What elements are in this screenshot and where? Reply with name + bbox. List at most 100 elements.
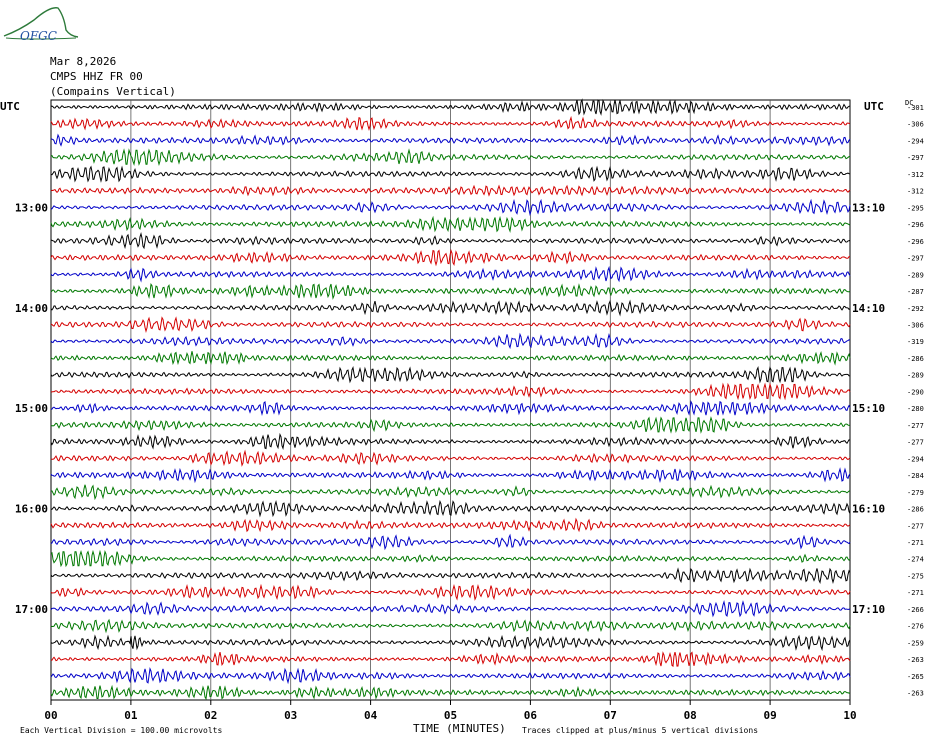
- trace-line: [50, 432, 851, 450]
- dc-offset-label: -296: [907, 238, 924, 246]
- seismic-traces: [50, 98, 851, 701]
- trace-line: [50, 583, 851, 601]
- logo-text: OFGC: [20, 29, 57, 43]
- x-tick-label: 03: [284, 709, 297, 722]
- trace-line: [50, 517, 851, 533]
- hour-label-left: 13:00: [15, 201, 48, 214]
- trace-line: [50, 165, 851, 183]
- hour-label-right: 17:10: [852, 603, 885, 616]
- trace-line: [50, 198, 851, 217]
- dc-offset-label: -259: [907, 639, 924, 647]
- dc-offset-label: -289: [907, 271, 924, 279]
- x-tick-label: 08: [684, 709, 697, 722]
- trace-line: [50, 248, 851, 267]
- footer-vertical-division: Each Vertical Division = 100.00 microvol…: [20, 726, 222, 735]
- dc-offset-label: -289: [907, 372, 924, 380]
- dc-offset-label: -265: [907, 673, 924, 681]
- trace-line: [50, 567, 851, 585]
- dc-offset-label: -279: [907, 489, 924, 497]
- trace-line: [50, 133, 851, 147]
- dc-label: DC: [905, 99, 913, 107]
- trace-line: [50, 184, 851, 197]
- x-tick-label: 00: [44, 709, 57, 722]
- trace-line: [50, 98, 851, 116]
- trace-line: [50, 215, 851, 234]
- dc-offset-label: -277: [907, 422, 924, 430]
- trace-line: [50, 499, 851, 518]
- trace-line: [50, 549, 851, 568]
- logo-swoosh-icon: [3, 7, 79, 38]
- trace-line: [50, 449, 851, 467]
- dc-offset-label: -276: [907, 623, 924, 631]
- trace-line: [50, 634, 851, 652]
- dc-offset-label: -275: [907, 572, 924, 580]
- dc-offset-label: -301: [907, 104, 924, 112]
- header-station: CMPS HHZ FR 00: [50, 70, 143, 83]
- x-tick-label: 09: [763, 709, 776, 722]
- dc-offset-label: -294: [907, 455, 924, 463]
- dc-offset-label: -271: [907, 539, 924, 547]
- hour-label-left: 15:00: [15, 402, 48, 415]
- header-date: Mar 8,2026: [50, 55, 117, 68]
- hour-label-right: 16:10: [852, 503, 885, 516]
- dc-offset-label: -263: [907, 656, 924, 664]
- trace-line: [50, 283, 851, 300]
- x-tick-label: 05: [444, 709, 457, 722]
- trace-line: [50, 618, 851, 634]
- dc-offset-label: -306: [907, 121, 924, 129]
- hour-label-left: 14:00: [15, 302, 48, 315]
- hour-label-right: 14:10: [852, 302, 885, 315]
- dc-offset-label: -312: [907, 171, 924, 179]
- hour-label-left: 17:00: [15, 603, 48, 616]
- trace-line: [50, 400, 851, 416]
- dc-offset-label: -286: [907, 506, 924, 514]
- dc-offset-label: -319: [907, 338, 924, 346]
- trace-line: [50, 467, 851, 484]
- dc-offset-label: -296: [907, 221, 924, 229]
- x-tick-label: 01: [124, 709, 138, 722]
- dc-offset-label: -295: [907, 204, 924, 212]
- x-tick-label: 02: [204, 709, 217, 722]
- trace-line: [50, 316, 851, 334]
- grid-lines: [50, 99, 851, 705]
- dc-offset-label: -297: [907, 255, 924, 263]
- dc-offset-label: -287: [907, 288, 924, 296]
- dc-offset-label: -277: [907, 522, 924, 530]
- trace-line: [50, 416, 851, 434]
- x-tick-label: 06: [524, 709, 538, 722]
- dc-offset-label: -266: [907, 606, 924, 614]
- dc-offset-label: -286: [907, 355, 924, 363]
- dc-offset-label: -292: [907, 305, 924, 313]
- dc-offset-label: -271: [907, 589, 924, 597]
- trace-line: [50, 265, 851, 283]
- x-tick-label: 04: [364, 709, 378, 722]
- hour-label-right: 15:10: [852, 402, 885, 415]
- trace-line: [50, 484, 851, 501]
- x-tick-label: 07: [604, 709, 617, 722]
- trace-line: [50, 684, 851, 701]
- trace-line: [50, 231, 851, 250]
- dc-offset-label: -290: [907, 388, 924, 396]
- trace-line: [50, 667, 851, 685]
- dc-offset-label: -294: [907, 137, 924, 145]
- ofgc-logo: OFGC: [3, 7, 79, 43]
- dc-offset-label: -274: [907, 556, 924, 564]
- dc-offset-label: -280: [907, 405, 924, 413]
- dc-offset-label: -297: [907, 154, 924, 162]
- trace-line: [50, 599, 851, 618]
- dc-offset-label: -284: [907, 472, 924, 480]
- dc-offset-label: -263: [907, 690, 924, 698]
- footer-clip-note: Traces clipped at plus/minus 5 vertical …: [522, 726, 758, 735]
- dc-offset-label: -306: [907, 321, 924, 329]
- hour-label-right: 13:10: [852, 201, 885, 214]
- utc-label-right: UTC: [864, 100, 884, 113]
- trace-line: [50, 366, 851, 384]
- trace-line: [50, 533, 851, 551]
- trace-line: [50, 382, 851, 401]
- x-tick-label: 10: [843, 709, 856, 722]
- trace-line: [50, 148, 851, 167]
- axis-labels: 00 01 02 03 04 05 06 07 08 09 10 -301 -306 -294 -297 -3…: [15, 104, 924, 722]
- dc-offset-label: -277: [907, 439, 924, 447]
- hour-label-left: 16:00: [15, 503, 48, 516]
